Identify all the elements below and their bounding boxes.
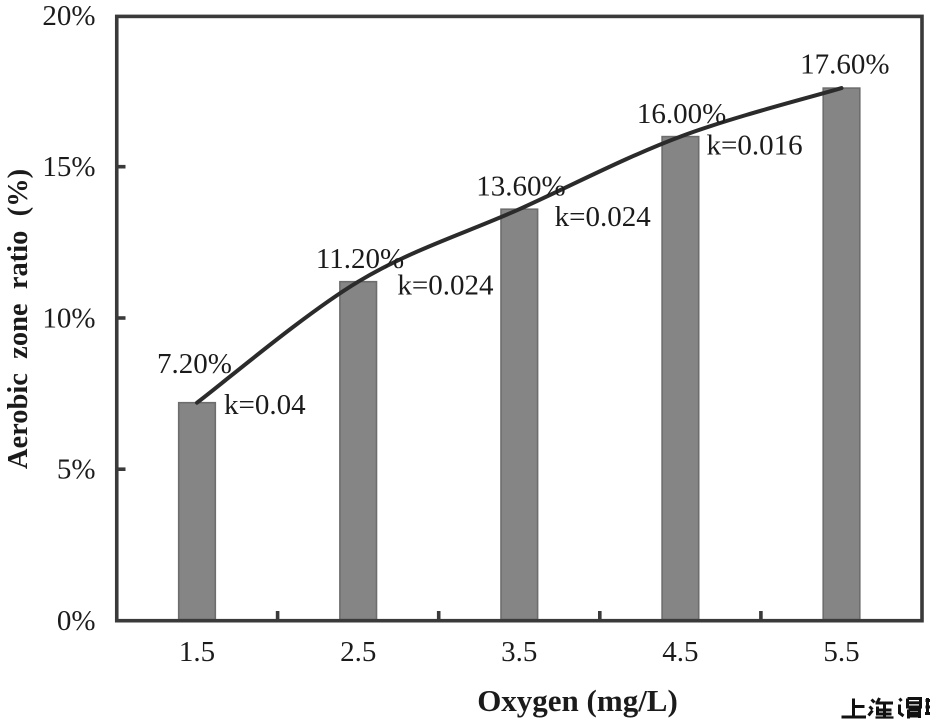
svg-text:15%: 15% bbox=[42, 151, 95, 183]
svg-text:20%: 20% bbox=[42, 0, 95, 32]
svg-text:5%: 5% bbox=[57, 454, 96, 486]
svg-text:k=0.016: k=0.016 bbox=[707, 130, 803, 162]
svg-text:2.5: 2.5 bbox=[340, 636, 376, 668]
svg-text:13.60%: 13.60% bbox=[476, 171, 565, 203]
svg-text:16.00%: 16.00% bbox=[637, 98, 726, 130]
svg-text:17.60%: 17.60% bbox=[800, 49, 889, 81]
svg-text:11.20%: 11.20% bbox=[316, 243, 404, 275]
svg-text:0%: 0% bbox=[57, 605, 96, 637]
svg-text:Oxygen (mg/L): Oxygen (mg/L) bbox=[477, 683, 678, 718]
svg-text:k=0.024: k=0.024 bbox=[397, 270, 494, 302]
svg-text:3.5: 3.5 bbox=[501, 636, 537, 668]
svg-text:k=0.04: k=0.04 bbox=[224, 389, 306, 421]
svg-text:1.5: 1.5 bbox=[179, 636, 215, 668]
svg-text:Aerobic zone ratio (%): Aerobic zone ratio (%) bbox=[3, 169, 34, 469]
svg-text:5.5: 5.5 bbox=[823, 636, 859, 668]
svg-text:4.5: 4.5 bbox=[662, 636, 698, 668]
svg-text:k=0.024: k=0.024 bbox=[555, 201, 652, 233]
svg-text:7.20%: 7.20% bbox=[157, 348, 232, 380]
svg-text:10%: 10% bbox=[42, 302, 95, 334]
